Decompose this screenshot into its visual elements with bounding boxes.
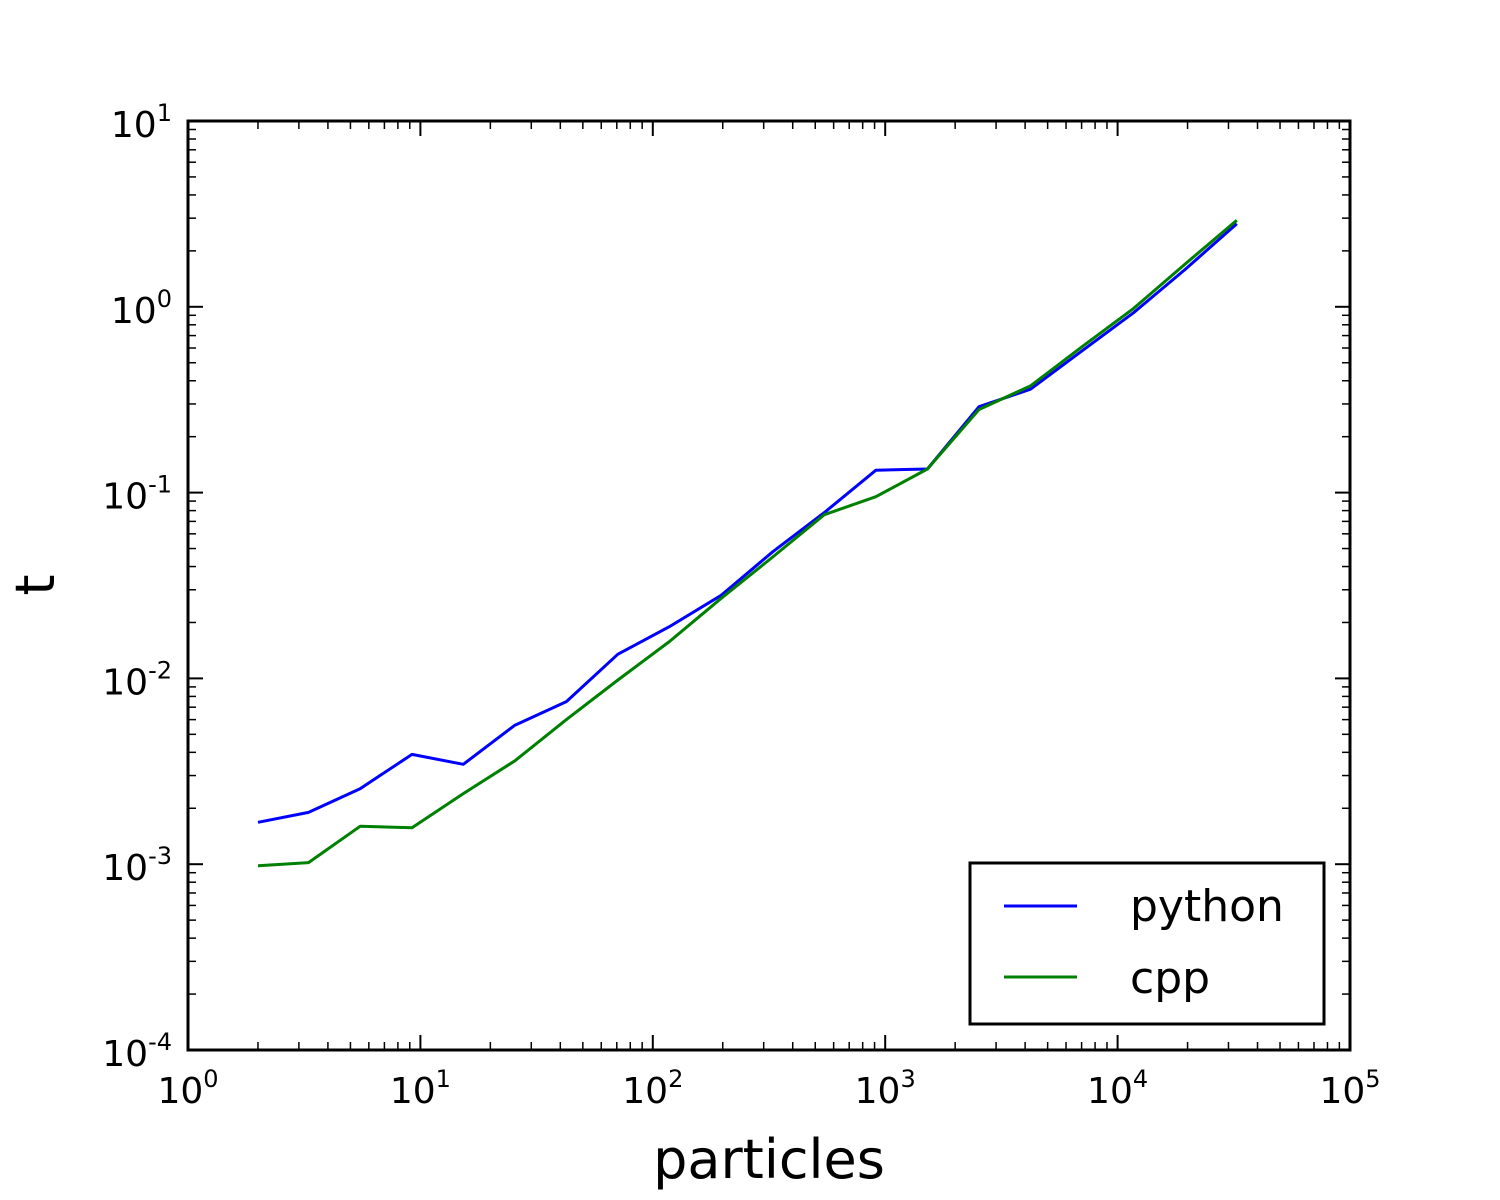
legend-box	[968, 861, 1326, 1026]
x-tick-label: 102	[622, 1065, 683, 1112]
legend: python cpp	[968, 861, 1326, 1026]
series-line-cpp	[257, 219, 1238, 868]
legend-label-cpp: cpp	[1130, 953, 1210, 1004]
y-tick-label: 10-4	[102, 1028, 172, 1075]
x-tick-label: 103	[855, 1065, 916, 1112]
series-lines	[257, 219, 1238, 868]
x-tick-label: 105	[1319, 1065, 1380, 1112]
y-tick-label: 10-2	[102, 656, 172, 703]
y-tick-label: 10-1	[102, 471, 172, 518]
x-tick-label: 104	[1087, 1065, 1148, 1112]
x-tick-labels: 100 101 102 103 104 105	[157, 1065, 1380, 1112]
x-tick-label: 101	[390, 1065, 451, 1112]
x-axis-label: particles	[653, 1128, 885, 1191]
legend-label-python: python	[1130, 881, 1284, 932]
y-tick-label: 100	[111, 285, 172, 332]
y-tick-label: 101	[111, 99, 172, 146]
y-axis-label: t	[4, 574, 67, 595]
plot-frame	[186, 119, 1352, 1052]
x-tick-label: 100	[157, 1065, 218, 1112]
y-tick-labels: 10-4 10-3 10-2 10-1 100 101	[102, 99, 172, 1075]
y-tick-label: 10-3	[102, 842, 172, 889]
series-line-python	[257, 222, 1238, 824]
